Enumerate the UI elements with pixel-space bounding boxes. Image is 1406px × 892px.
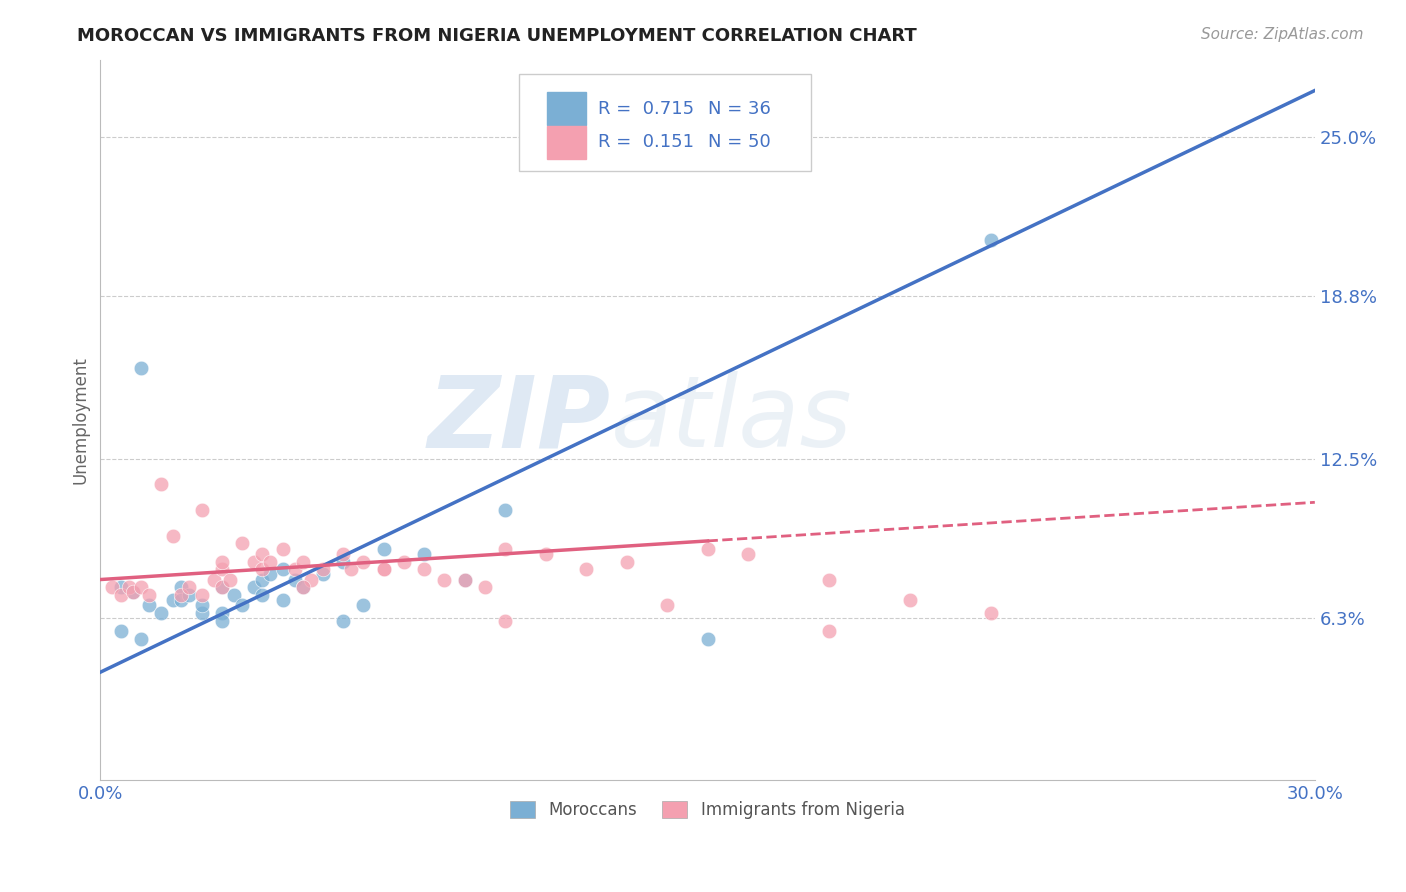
FancyBboxPatch shape — [519, 74, 811, 171]
Point — [312, 567, 335, 582]
Point — [110, 580, 132, 594]
Point — [332, 555, 354, 569]
Point — [392, 555, 415, 569]
Point — [291, 555, 314, 569]
Text: atlas: atlas — [610, 371, 852, 468]
Point — [291, 580, 314, 594]
Point — [454, 573, 477, 587]
Text: N = 36: N = 36 — [707, 100, 770, 118]
Point — [211, 562, 233, 576]
Point — [353, 555, 375, 569]
Point — [190, 503, 212, 517]
Point — [980, 233, 1002, 247]
Point — [284, 562, 307, 576]
Point — [138, 599, 160, 613]
Point — [211, 606, 233, 620]
Point — [494, 503, 516, 517]
Point — [271, 593, 294, 607]
Point — [818, 624, 841, 638]
Point — [312, 562, 335, 576]
Point — [980, 606, 1002, 620]
Point — [299, 573, 322, 587]
Point — [373, 541, 395, 556]
Point — [162, 529, 184, 543]
Point — [696, 541, 718, 556]
Point — [202, 573, 225, 587]
Point — [162, 593, 184, 607]
Point — [231, 536, 253, 550]
Point — [211, 580, 233, 594]
Point — [474, 580, 496, 594]
Point — [231, 599, 253, 613]
Point — [150, 606, 173, 620]
Point — [118, 580, 141, 594]
FancyBboxPatch shape — [547, 126, 586, 159]
Point — [353, 599, 375, 613]
Point — [271, 541, 294, 556]
Point — [252, 573, 274, 587]
Point — [252, 547, 274, 561]
Point — [170, 593, 193, 607]
Point — [737, 547, 759, 561]
Point — [121, 585, 143, 599]
Point — [332, 614, 354, 628]
Point — [340, 562, 363, 576]
Text: R =  0.151: R = 0.151 — [599, 134, 695, 152]
Point — [129, 632, 152, 646]
Point — [494, 614, 516, 628]
Text: R =  0.715: R = 0.715 — [599, 100, 695, 118]
Point — [284, 573, 307, 587]
Text: Source: ZipAtlas.com: Source: ZipAtlas.com — [1201, 27, 1364, 42]
Point — [170, 580, 193, 594]
Point — [138, 588, 160, 602]
Point — [454, 573, 477, 587]
Point — [259, 555, 281, 569]
Point — [110, 588, 132, 602]
Point — [534, 547, 557, 561]
Point — [332, 547, 354, 561]
Point — [190, 606, 212, 620]
Point — [655, 599, 678, 613]
Point — [696, 632, 718, 646]
Point — [211, 614, 233, 628]
Point — [243, 580, 266, 594]
Point — [101, 580, 124, 594]
Point — [150, 477, 173, 491]
Point — [898, 593, 921, 607]
Point — [170, 588, 193, 602]
Point — [219, 573, 242, 587]
FancyBboxPatch shape — [547, 92, 586, 125]
Point — [121, 585, 143, 599]
Point — [373, 562, 395, 576]
Point — [575, 562, 598, 576]
Point — [259, 567, 281, 582]
Point — [271, 562, 294, 576]
Legend: Moroccans, Immigrants from Nigeria: Moroccans, Immigrants from Nigeria — [503, 795, 911, 826]
Point — [494, 541, 516, 556]
Text: MOROCCAN VS IMMIGRANTS FROM NIGERIA UNEMPLOYMENT CORRELATION CHART: MOROCCAN VS IMMIGRANTS FROM NIGERIA UNEM… — [77, 27, 917, 45]
Point — [190, 588, 212, 602]
Y-axis label: Unemployment: Unemployment — [72, 356, 89, 483]
Point — [252, 588, 274, 602]
Point — [616, 555, 638, 569]
Point — [413, 562, 436, 576]
Point — [190, 599, 212, 613]
Point — [179, 580, 201, 594]
Point — [413, 547, 436, 561]
Point — [818, 573, 841, 587]
Point — [129, 361, 152, 376]
Point — [179, 588, 201, 602]
Point — [129, 580, 152, 594]
Point — [110, 624, 132, 638]
Text: N = 50: N = 50 — [707, 134, 770, 152]
Text: ZIP: ZIP — [427, 371, 610, 468]
Point — [243, 555, 266, 569]
Point — [433, 573, 456, 587]
Point — [211, 580, 233, 594]
Point — [252, 562, 274, 576]
Point — [291, 580, 314, 594]
Point — [373, 562, 395, 576]
Point — [222, 588, 245, 602]
Point — [211, 555, 233, 569]
